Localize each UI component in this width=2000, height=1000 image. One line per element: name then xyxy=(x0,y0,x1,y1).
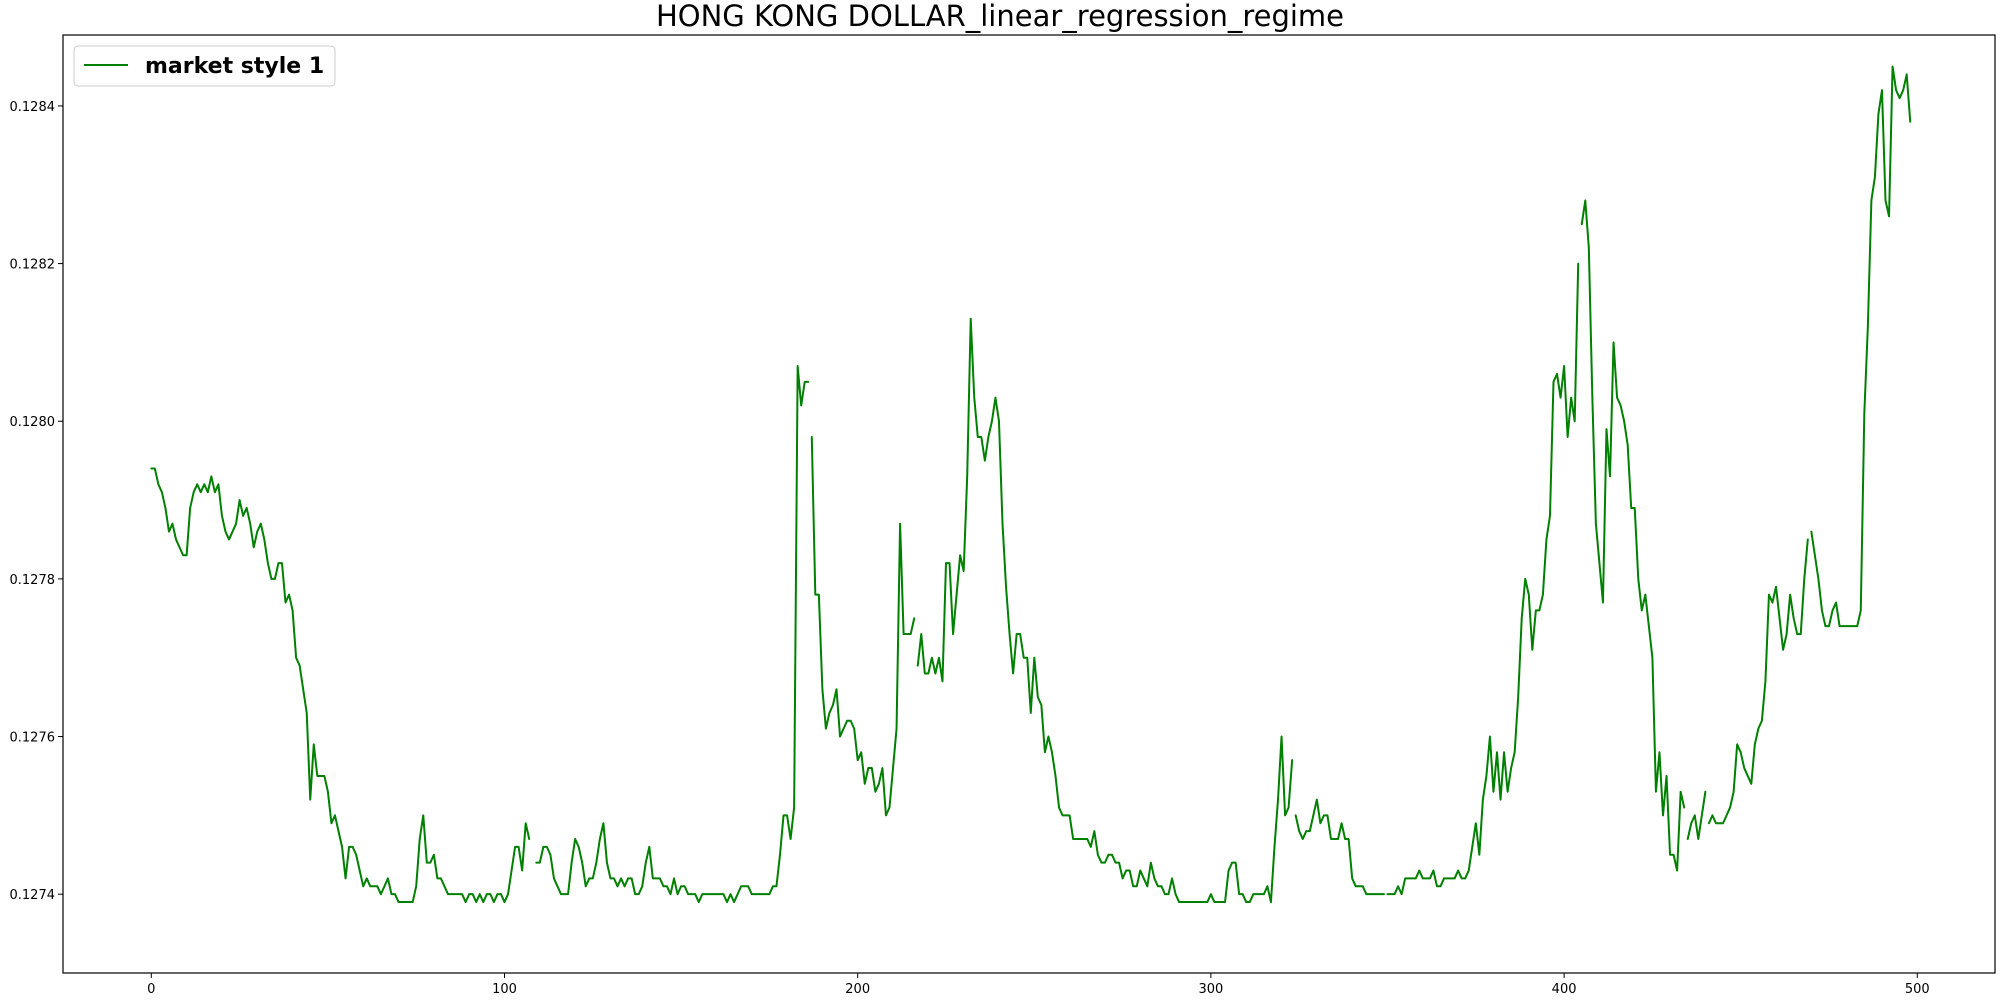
x-tick-label: 100 xyxy=(492,982,517,997)
series-line-segment xyxy=(1294,798,1385,896)
series-line-segment xyxy=(150,467,531,904)
legend-label: market style 1 xyxy=(145,54,324,79)
series-line-segment xyxy=(1810,65,1912,628)
y-tick-label: 0.1280 xyxy=(10,415,56,430)
y-tick-label: 0.1274 xyxy=(10,888,56,903)
x-tick-label: 400 xyxy=(1552,982,1577,997)
x-tick-label: 0 xyxy=(147,982,155,997)
series-line-segment xyxy=(1707,538,1809,825)
y-axis: 0.1274 0.1276 0.1278 0.1280 0.1282 0.1284 xyxy=(10,100,63,903)
y-tick-label: 0.1276 xyxy=(10,731,56,746)
series-line-segment xyxy=(1580,199,1686,872)
series-line-segment xyxy=(916,317,1294,904)
y-tick-label: 0.1282 xyxy=(10,258,56,273)
y-tick-label: 0.1278 xyxy=(10,573,56,588)
legend: market style 1 xyxy=(73,45,336,87)
series-line-segment xyxy=(1386,262,1580,896)
series-line-segment xyxy=(535,365,810,904)
plot-frame xyxy=(62,34,1996,974)
x-tick-label: 200 xyxy=(845,982,870,997)
series-layer xyxy=(150,65,1912,904)
chart-title: HONG KONG DOLLAR_linear_regression_regim… xyxy=(656,0,1344,33)
x-axis: 0 100 200 300 400 500 xyxy=(147,973,1930,997)
series-1 xyxy=(150,65,1912,904)
series-line-segment xyxy=(810,436,916,817)
plot-area xyxy=(62,34,1996,974)
x-tick-label: 500 xyxy=(1905,982,1930,997)
y-tick-label: 0.1284 xyxy=(10,100,56,115)
legend-box xyxy=(73,45,336,87)
x-tick-label: 300 xyxy=(1198,982,1223,997)
series-line-segment xyxy=(1686,790,1707,840)
